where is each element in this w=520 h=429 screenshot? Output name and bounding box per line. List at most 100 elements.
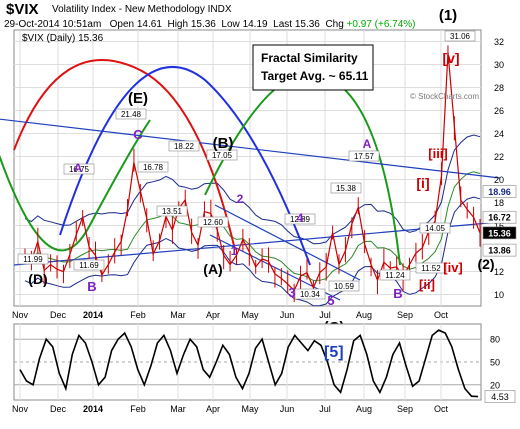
osc-x-tick-label: Jul	[319, 404, 331, 414]
price-y-tick-label: 26	[494, 106, 504, 116]
last-value: 15.36	[294, 19, 320, 30]
red-arc	[13, 59, 236, 251]
wave-label: (A)	[203, 261, 222, 277]
osc-x-tick-label: 2014	[83, 404, 103, 414]
ref-badge-last: 15.36	[488, 228, 511, 238]
chg-label: Chg	[325, 19, 344, 30]
price-label-box	[73, 259, 105, 271]
price-label-box	[348, 150, 380, 162]
wave-label: (D)	[28, 271, 47, 287]
price-x-tick-label: May	[241, 310, 259, 320]
price-label: 31.06	[450, 32, 471, 41]
oscillator-y-axis: 20 50 80 4.53	[484, 335, 516, 403]
price-label-box	[330, 182, 362, 194]
price-label: 17.57	[354, 152, 375, 161]
price-label-box	[444, 30, 476, 42]
ref-badge-ma: 16.72	[488, 213, 511, 223]
upper-trendline	[0, 118, 501, 179]
price-labels: 16.75 21.48 18.22 16.78 17.05 13.51 12.60 11.99…	[17, 30, 476, 300]
price-label-box	[137, 161, 169, 173]
price-x-tick-label: Mar	[170, 310, 186, 320]
osc-x-tick-label: Feb	[130, 404, 146, 414]
price-label: 11.24	[385, 271, 405, 280]
price-y-tick-label: 20	[494, 175, 504, 185]
oscillator-x-axis: Nov Dec 2014 Feb Mar Apr May Jun Jul Aug Sep Oct	[12, 404, 449, 414]
wedge-line-upper	[214, 204, 361, 281]
price-label: 10.34	[300, 290, 321, 299]
osc-annotation: [5]	[324, 344, 344, 361]
price-y-tick-label: 10	[494, 290, 504, 300]
wave-label: (2)	[477, 256, 494, 272]
price-label: 12.89	[290, 215, 311, 224]
price-label: 16.75	[69, 165, 90, 174]
watermark: © StockCharts.com	[410, 92, 479, 101]
osc-last-value: 4.53	[491, 392, 509, 402]
cycle-arcs	[0, 59, 401, 266]
price-y-tick-label: 24	[494, 129, 504, 139]
wave-label: A	[74, 161, 83, 175]
price-y-tick-label: 28	[494, 83, 504, 93]
wave-label: [ii]	[419, 277, 435, 292]
price-x-tick-label: Feb	[130, 310, 146, 320]
oscillator-panel: 20 50 80 4.53 [5]	[13, 323, 516, 403]
quote-line: 29-Oct-2014 10:51am Open 14.61 High 15.3…	[4, 19, 416, 30]
moving-average	[24, 171, 481, 282]
price-x-axis: Nov Dec 2014 Feb Mar Apr May Jun Jul Aug Sep Oct	[12, 310, 449, 320]
wave-label: 5	[327, 293, 334, 308]
price-y-tick-label: 22	[494, 152, 504, 162]
price-label-box	[63, 163, 95, 175]
price-panel: 16.75 21.48 18.22 16.78 17.05 13.51 12.60 11.99…	[0, 7, 517, 336]
price-x-tick-label: Sep	[397, 310, 413, 320]
osc-y-tick-label: 20	[490, 380, 500, 390]
price-label-box	[115, 108, 147, 120]
price-x-tick-label: 2014	[83, 310, 103, 320]
wave-labels: (E)(B)(A)(C)(D)(1)(2)ABCAB12345[i][ii][i…	[28, 7, 494, 336]
price-y-tick-label: 32	[494, 37, 504, 47]
blue-arc	[59, 65, 311, 266]
price-label-box	[415, 262, 447, 274]
osc-x-tick-label: Jun	[280, 404, 295, 414]
wave-label: (E)	[128, 90, 148, 107]
price-label-box	[294, 288, 326, 300]
low-label: Low	[221, 19, 240, 30]
osc-x-tick-label: Oct	[434, 404, 449, 414]
wave-label: [v]	[442, 50, 459, 66]
wave-label: 1	[231, 244, 238, 258]
index-name: Volatility Index - New Methodology INDX	[52, 4, 232, 15]
legend-text: $VIX (Daily) 15.36	[22, 33, 104, 44]
ref-badge-last-box	[482, 226, 517, 240]
osc-x-tick-label: Dec	[50, 404, 67, 414]
osc-x-tick-label: Aug	[356, 404, 372, 414]
osc-x-tick-label: Nov	[12, 404, 29, 414]
callout-frame	[252, 44, 374, 91]
price-label: 10.59	[334, 282, 355, 291]
price-label: 18.22	[174, 142, 195, 151]
price-label: 17.05	[212, 151, 233, 160]
wave-label: (B)	[213, 135, 234, 152]
price-x-tick-label: Dec	[50, 310, 67, 320]
callout-line1: Fractal Similarity	[261, 51, 358, 65]
last-label: Last	[273, 19, 293, 30]
price-y-tick-label: 18	[494, 198, 504, 208]
price-x-tick-label: Apr	[206, 310, 220, 320]
price-y-tick-label: 30	[494, 60, 504, 70]
price-x-tick-label: Aug	[356, 310, 372, 320]
price-y-tick-label: 16	[494, 221, 504, 231]
wave-label: 4	[297, 211, 304, 225]
oscillator-line	[19, 329, 479, 398]
price-label-box	[284, 213, 316, 225]
ref-badge-upper-band-box	[482, 185, 517, 198]
wave-label: 3	[288, 285, 295, 300]
osc-last-box	[484, 390, 516, 403]
price-label: 21.48	[121, 110, 142, 119]
high-value: 15.36	[190, 19, 216, 30]
ref-badge-upper-band: 18.96	[488, 187, 511, 197]
osc-x-tick-label: Apr	[206, 404, 220, 414]
lower-band	[24, 196, 481, 307]
ref-badge-lower-box	[482, 243, 517, 257]
wave-label: [i]	[416, 175, 429, 191]
osc-x-tick-label: Sep	[397, 404, 413, 414]
price-label-box	[17, 253, 49, 265]
wave-label: [iii]	[428, 146, 448, 161]
